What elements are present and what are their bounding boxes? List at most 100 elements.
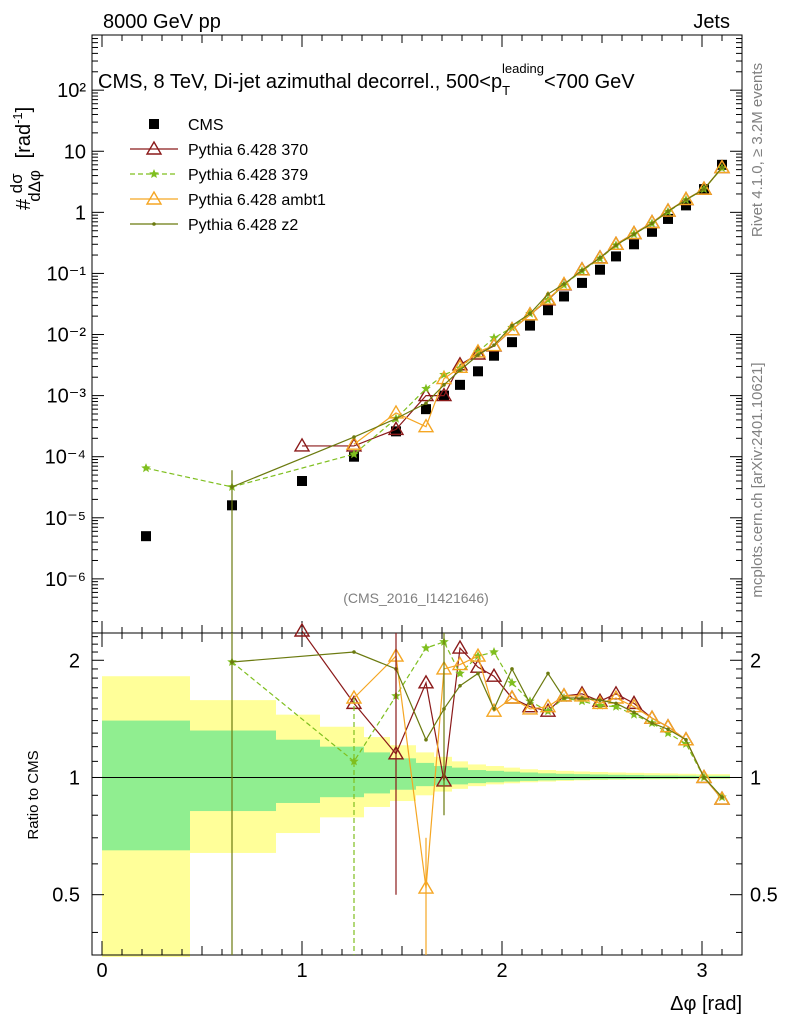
ylabel-dsigma: dσ [7, 173, 26, 193]
ratio-y-tick-label: 0.5 [52, 885, 80, 907]
legend-entry: Pythia 6.428 379 [130, 167, 308, 184]
main-title: CMS, 8 TeV, Di-jet azimuthal decorrel., … [98, 61, 635, 98]
ratio-point [451, 656, 469, 671]
ratio-point [713, 790, 731, 805]
ylabel-unit: [rad [13, 124, 35, 158]
ratio-point [507, 677, 517, 687]
data-point [458, 368, 462, 373]
ratio-point [349, 756, 359, 766]
ratio-bands [102, 676, 730, 957]
analysis-watermark: (CMS_2016_I1421646) [343, 590, 489, 606]
y-tick-label: 10² [57, 80, 86, 102]
legend-marker [145, 140, 163, 155]
ratio-point [611, 701, 621, 711]
ratio-point [476, 671, 480, 676]
ylabel-unit-sup: -1 [10, 112, 25, 124]
ratio-ylabel: Ratio to CMS [25, 750, 42, 839]
ratio-y-tick-label: 1 [69, 767, 80, 789]
band-green [276, 739, 320, 803]
data-point [507, 337, 517, 348]
svg-text:# dσ dΔφ: # dσ dΔφ [rad-1] [5, 107, 45, 210]
title-prefix: CMS, 8 TeV, Di-jet azimuthal decorrel., … [98, 71, 502, 93]
data-point [297, 476, 307, 487]
data-point [598, 256, 602, 260]
ratio-point [510, 667, 514, 671]
ratio-series [227, 622, 731, 955]
data-point [632, 232, 636, 236]
y-tick-label: 10 [64, 141, 86, 163]
band-green [504, 771, 520, 782]
data-point [435, 387, 453, 402]
ratio-point [659, 718, 677, 733]
band-green [538, 773, 556, 781]
band-green [102, 720, 190, 851]
ratio-point [607, 685, 625, 700]
ratio-point [539, 698, 557, 713]
data-point [659, 202, 677, 217]
ratio-x-tick-label: 0 [96, 960, 107, 982]
data-point [421, 383, 431, 393]
data-point [720, 165, 724, 170]
data-point [695, 180, 713, 195]
legend-entry: Pythia 6.428 ambt1 [130, 190, 326, 209]
data-point [349, 451, 359, 462]
ylabel-hash: # [13, 198, 35, 210]
legend-marker [149, 119, 159, 129]
ratio-point [492, 707, 496, 711]
ylabel-unit-close: ] [13, 107, 35, 113]
data-point [713, 159, 731, 174]
band-green [590, 774, 608, 780]
data-point [580, 268, 584, 273]
data-point [543, 305, 553, 316]
ratio-y-tick-label-right: 2 [750, 650, 761, 672]
ratio-point [614, 701, 618, 706]
y-tick-label: 10⁻⁶ [45, 569, 86, 591]
ratio-point [293, 622, 311, 637]
header-right: Jets [693, 11, 730, 33]
ratio-point [521, 698, 539, 713]
data-point [521, 306, 539, 321]
ratio-series-pythia-6-428-z2 [230, 650, 724, 799]
legend-entry: Pythia 6.428 z2 [130, 217, 298, 234]
ratio-point [555, 687, 573, 702]
main-ylabel: # dσ dΔφ [rad-1] [5, 107, 45, 210]
legend-label: Pythia 6.428 z2 [188, 217, 298, 234]
band-green [416, 762, 434, 787]
data-point [417, 418, 435, 433]
title-sub: T [502, 83, 510, 98]
series-line [231, 167, 723, 488]
data-point [451, 358, 469, 374]
main-panel: 10⁻⁶ 10⁻⁵ 10⁻⁴ 10⁻³ 10⁻² 10⁻¹ 1 10 10² (CMS_2016… [5, 34, 743, 634]
data-point [595, 264, 605, 275]
data-point [702, 187, 706, 191]
main-series [141, 159, 731, 633]
legend-marker [152, 222, 156, 226]
ratio-point [503, 689, 521, 704]
band-green [190, 730, 276, 812]
ratio-point [629, 709, 639, 719]
data-point [591, 249, 609, 264]
ratio-point [485, 702, 503, 717]
data-point [650, 221, 654, 226]
data-point [421, 404, 431, 415]
legend: CMS Pythia 6.428 370 Pythia 6.428 379 Pythi… [130, 117, 326, 234]
ratio-point [598, 698, 602, 702]
ratio-point [455, 668, 465, 678]
ratio-point [632, 710, 636, 715]
ratio-point [677, 731, 695, 746]
band-green [320, 746, 364, 798]
data-point [442, 383, 446, 387]
legend-entry: Pythia 6.428 370 [130, 140, 308, 159]
ratio-y-tick-label: 2 [69, 650, 80, 672]
ratio-point [580, 696, 584, 700]
data-point [387, 420, 405, 436]
ylabel-dphi: dΔφ [25, 170, 44, 202]
title-sup: leading [502, 61, 544, 76]
data-point [629, 239, 639, 250]
series-line [302, 167, 723, 447]
data-point [562, 282, 566, 286]
data-point [559, 291, 569, 302]
data-point [555, 276, 573, 291]
data-point [394, 416, 398, 421]
